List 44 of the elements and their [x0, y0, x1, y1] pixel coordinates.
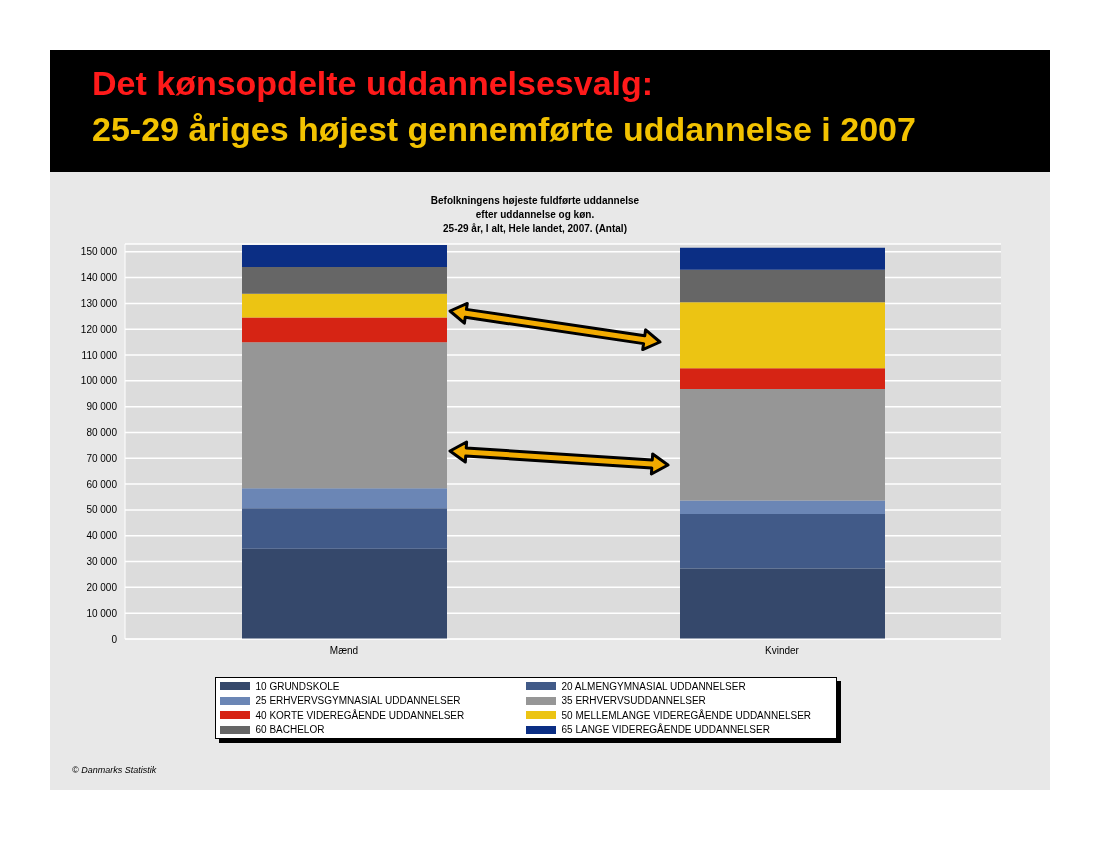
bar	[242, 508, 447, 549]
bar	[242, 342, 447, 489]
chart-subtitle: 25-29 åriges højest gennemførte uddannelse i 2007	[92, 109, 917, 150]
bar	[242, 245, 447, 267]
bar	[680, 247, 885, 270]
y-tick-label: 60 000	[86, 478, 118, 490]
legend-label: 20 ALMENGYMNASIAL UDDANNELSER	[561, 680, 746, 692]
legend-label: 65 LANGE VIDEREGÅENDE UDDANNELSER	[561, 724, 770, 736]
y-tick-label: 90 000	[86, 401, 118, 413]
bar	[680, 389, 885, 501]
legend-label: 60 BACHELOR	[255, 724, 325, 736]
y-tick-label: 150 000	[80, 246, 118, 258]
y-tick-label: 110 000	[81, 349, 118, 361]
y-tick-label: 10 000	[86, 607, 118, 619]
text: Befolkningens højeste fuldførte uddannelse efter uddannelse og køn. 25-29 år, I alt, Hele landet, 2007. (Antal)	[429, 194, 641, 236]
y-tick-label: 140 000	[80, 272, 118, 284]
bar	[680, 500, 885, 515]
y-tick-label: 0	[111, 633, 118, 645]
y-tick-label: 120 000	[80, 323, 118, 335]
chart-title: Det kønsopdelte uddannelsesvalg:	[92, 63, 655, 104]
x-tick-label: Mænd	[329, 645, 359, 657]
legend-label: 40 KORTE VIDEREGÅENDE UDDANNELSER	[255, 709, 465, 721]
legend-label: 10 GRUNDSKOLE	[255, 680, 340, 692]
y-tick-label: 40 000	[86, 530, 118, 542]
bar	[242, 548, 447, 639]
y-tick-label: 50 000	[86, 504, 118, 516]
legend-label: 25 ERHVERVSGYMNASIAL UDDANNELSER	[255, 695, 461, 707]
legend-label: 50 MELLEMLANGE VIDEREGÅENDE UDDANNELSER	[561, 709, 812, 721]
bar	[242, 488, 447, 509]
bar	[680, 568, 885, 639]
bar	[680, 368, 885, 390]
text: © Danmarks Statistik	[72, 765, 157, 775]
y-tick-label: 80 000	[86, 427, 118, 439]
bar	[680, 269, 885, 303]
y-tick-label: 100 000	[80, 375, 118, 387]
y-tick-label: 20 000	[86, 581, 118, 593]
bar	[242, 266, 447, 294]
legend-label: 35 ERHVERVSUDDANNELSER	[561, 695, 706, 707]
y-tick-label: 30 000	[86, 556, 118, 568]
y-tick-label: 130 000	[80, 297, 118, 309]
y-tick-label: 70 000	[86, 452, 118, 464]
bar	[680, 302, 885, 369]
bar	[680, 514, 885, 569]
x-tick-label: Kvinder	[765, 645, 800, 657]
